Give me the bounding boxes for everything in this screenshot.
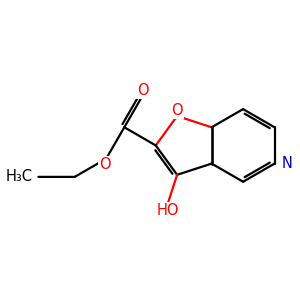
Text: O: O xyxy=(171,103,183,118)
Text: HO: HO xyxy=(156,203,179,218)
Text: O: O xyxy=(99,157,111,172)
Text: H₃C: H₃C xyxy=(6,169,33,184)
Text: O: O xyxy=(137,83,148,98)
Text: N: N xyxy=(281,156,292,171)
